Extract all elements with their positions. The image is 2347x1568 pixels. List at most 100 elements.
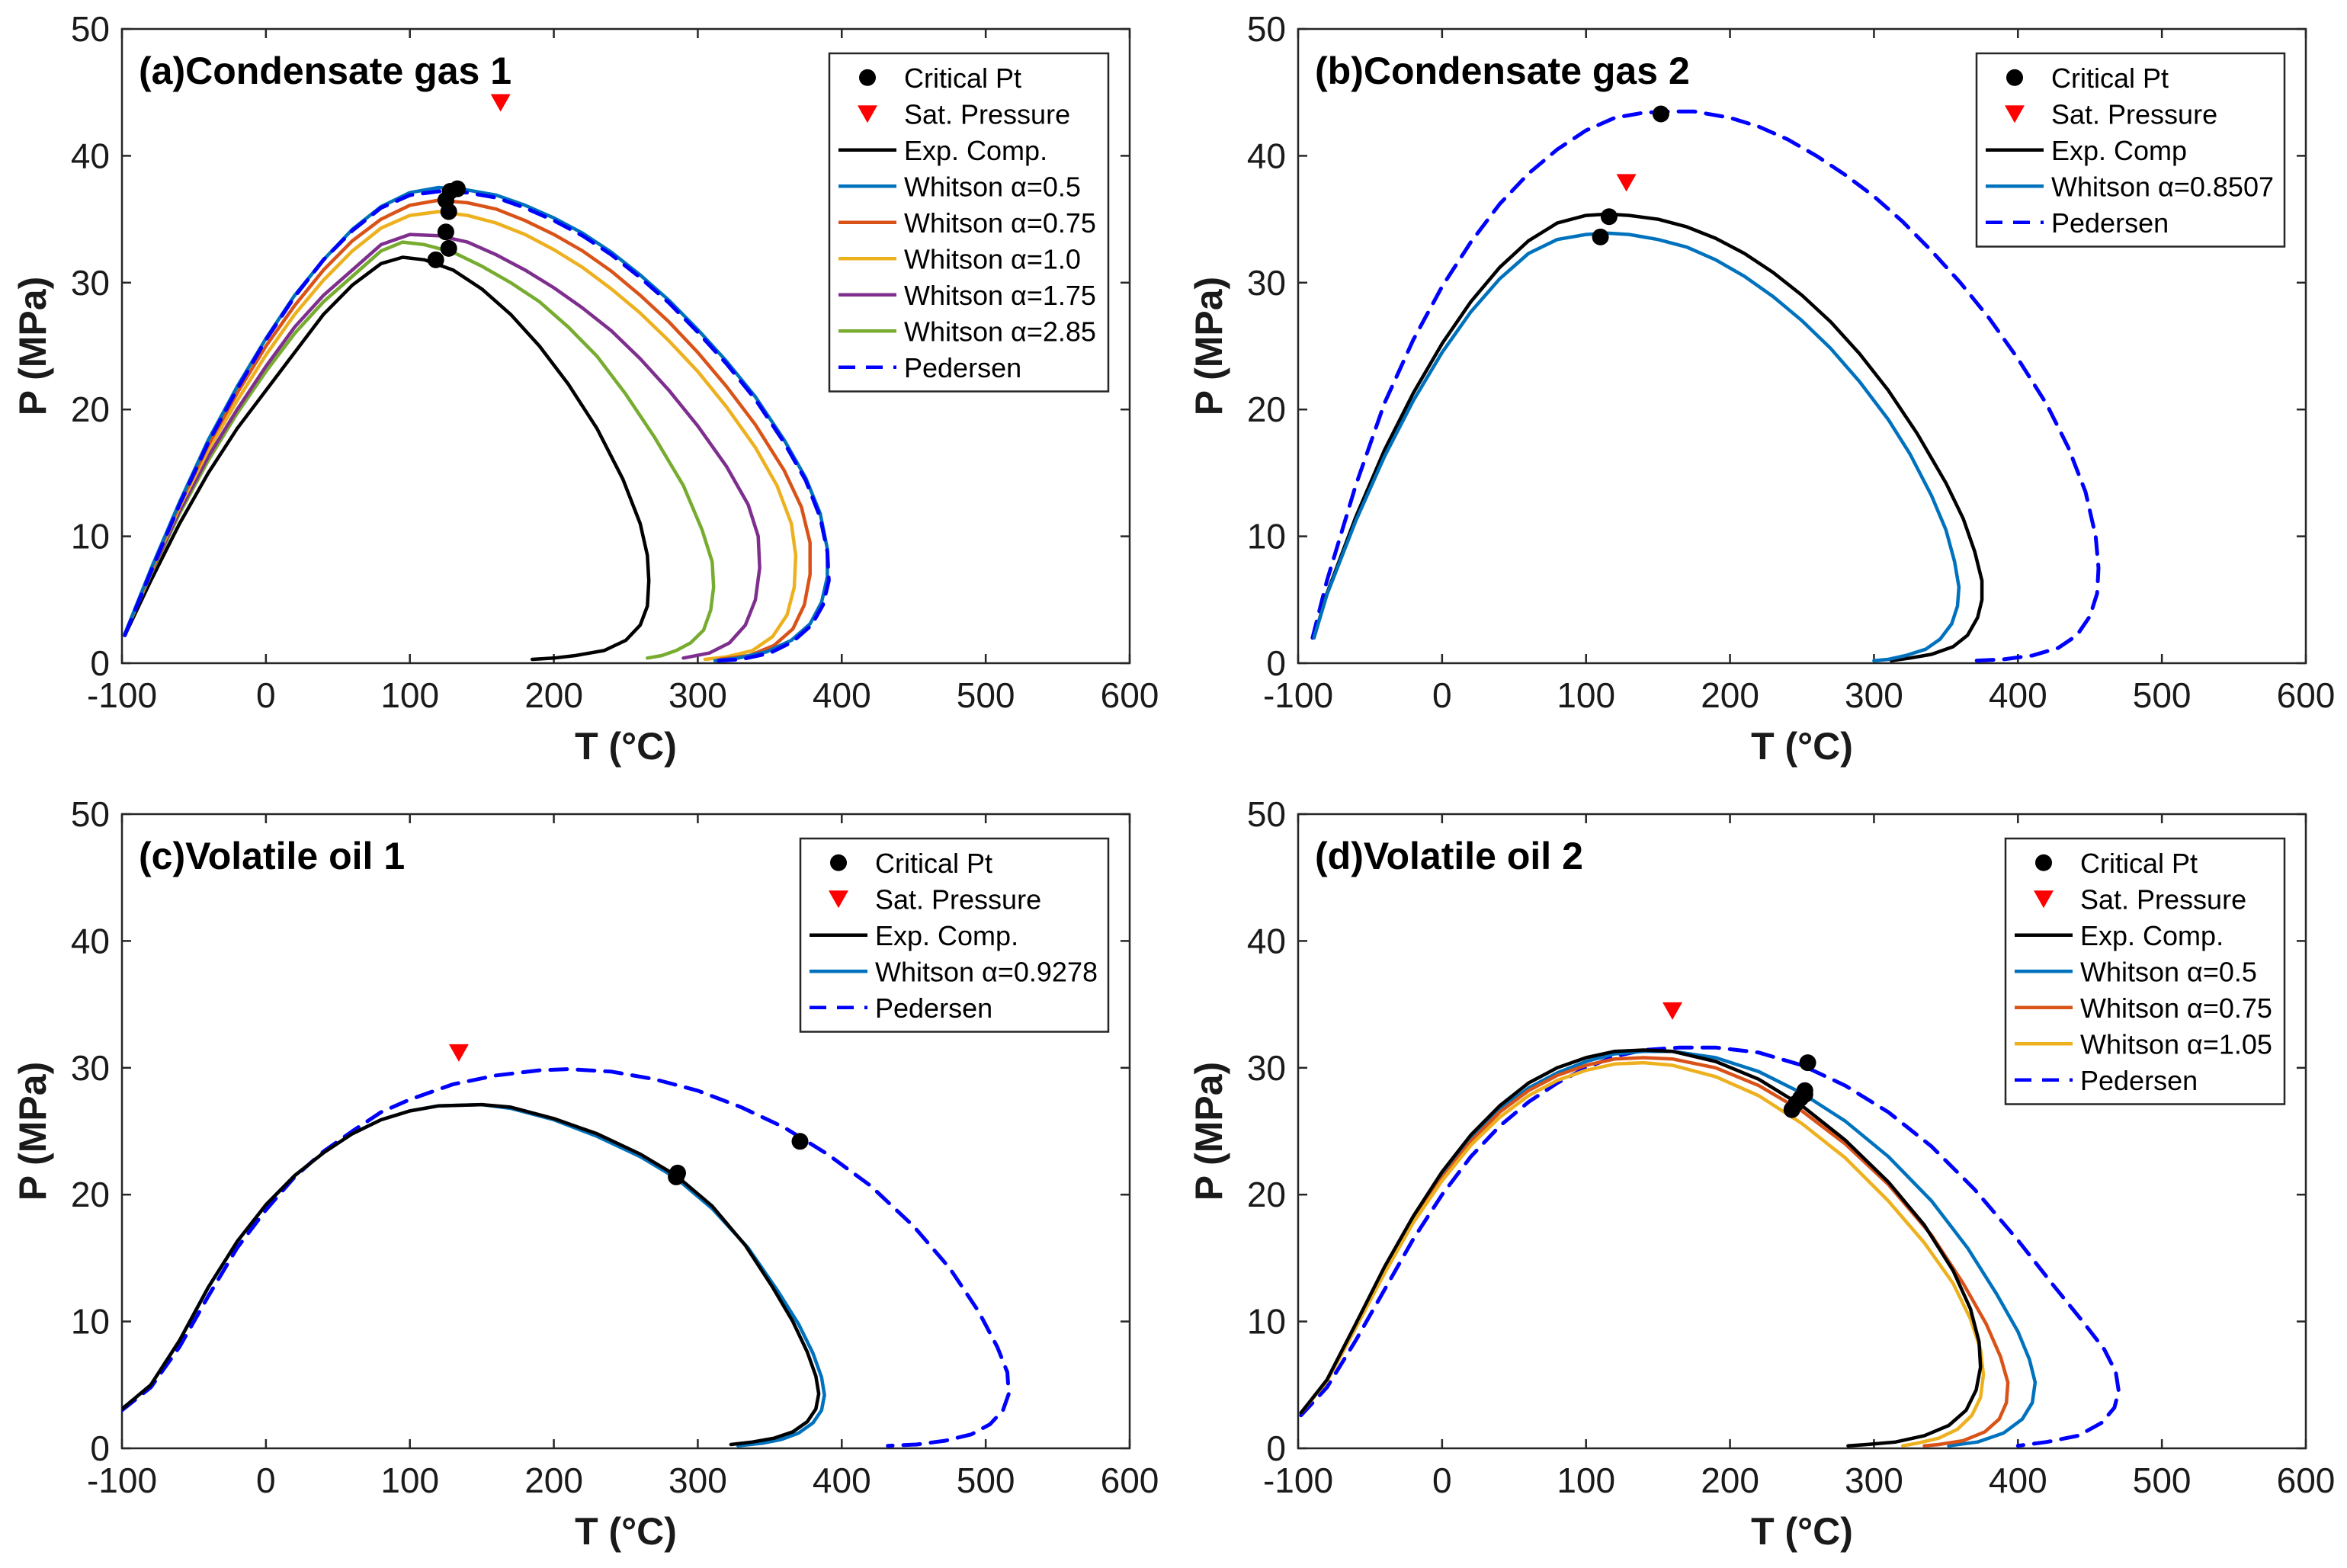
x-tick-label: -100	[1263, 675, 1333, 715]
x-tick-label: 200	[524, 1461, 583, 1500]
y-tick-label: 20	[1247, 390, 1286, 429]
legend-marker-dot	[2035, 854, 2052, 871]
series-line	[1299, 1045, 2121, 1448]
series-line	[122, 1102, 821, 1447]
axes-box	[1297, 813, 2307, 1450]
critical-point	[440, 239, 457, 257]
x-tick-label: 600	[1101, 1461, 1159, 1500]
x-tick-label: 200	[524, 675, 583, 715]
axes-box	[1297, 27, 2307, 665]
sat-pressure-marker	[490, 94, 511, 112]
sat-pressure-marker	[1662, 1002, 1683, 1020]
x-tick-label: 500	[2133, 1461, 2191, 1500]
y-tick-label: 40	[71, 136, 110, 175]
legend-marker-triangle	[858, 105, 877, 123]
series-line	[123, 232, 761, 660]
legend-label: Whitson α=2.85	[904, 316, 1096, 347]
legend-label: Exp. Comp.	[2080, 920, 2224, 951]
y-tick-label: 40	[1247, 136, 1286, 175]
legend-label: Whitson α=0.75	[904, 207, 1096, 239]
legend-label: Sat. Pressure	[2080, 883, 2246, 915]
y-tick-label: 50	[1247, 9, 1286, 49]
critical-point	[449, 180, 467, 197]
axes-box	[120, 813, 1131, 1450]
legend-box	[828, 52, 1110, 393]
legend-label: Pedersen	[904, 352, 1021, 383]
x-tick-label: 300	[1845, 675, 1903, 715]
panel-title: (d)Volatile oil 2	[1315, 835, 1583, 877]
legend-marker-triangle	[2034, 890, 2054, 909]
y-axis-label: P (MPa)	[11, 277, 54, 415]
critical-point	[1652, 105, 1669, 123]
x-axis-label: T (°C)	[1751, 725, 1853, 768]
critical-point	[427, 251, 444, 268]
y-tick-label: 50	[1247, 794, 1286, 834]
series-line	[123, 189, 831, 663]
x-axis-label: T (°C)	[1751, 1510, 1853, 1553]
legend-label: Exp. Comp.	[904, 135, 1047, 166]
legend: Critical Pt Sat. Pressure Exp. Comp. Whitso…	[2004, 837, 2286, 1105]
legend-marker-dot	[830, 854, 847, 871]
y-tick-label: 40	[71, 921, 110, 960]
plot-area	[122, 1067, 1011, 1448]
y-tick-label: 30	[1247, 263, 1286, 303]
legend-label: Critical Pt	[904, 63, 1021, 94]
x-tick-label: 0	[256, 1461, 276, 1500]
y-tick-label: 0	[1266, 1429, 1286, 1468]
plot-area	[1299, 1045, 2121, 1448]
legend-label: Whitson α=0.9278	[875, 956, 1098, 987]
sat-pressure-marker	[1616, 174, 1637, 192]
critical-point	[1796, 1082, 1813, 1099]
x-tick-label: 600	[1101, 675, 1159, 715]
y-tick-label: 10	[1247, 517, 1286, 556]
y-tick-label: 10	[71, 517, 110, 556]
legend-label: Sat. Pressure	[2051, 98, 2217, 130]
legend-label: Critical Pt	[2080, 848, 2198, 879]
y-tick-label: 0	[90, 1429, 110, 1468]
x-tick-label: 100	[380, 1461, 439, 1500]
x-tick-label: 100	[1557, 675, 1615, 715]
legend-label: Pedersen	[2080, 1065, 2198, 1096]
x-tick-label: 600	[2277, 1461, 2336, 1500]
critical-point	[1592, 228, 1609, 245]
x-tick-label: 300	[669, 675, 727, 715]
critical-point	[437, 223, 454, 241]
y-tick-label: 30	[71, 263, 110, 303]
legend-label: Sat. Pressure	[904, 98, 1070, 130]
legend-marker-dot	[2006, 69, 2023, 86]
x-tick-label: 0	[1432, 1461, 1452, 1500]
critical-point	[791, 1133, 809, 1150]
legend-label: Exp. Comp	[2051, 135, 2187, 166]
critical-point	[1600, 208, 1618, 226]
series-line	[1299, 1048, 1983, 1448]
y-tick-label: 30	[71, 1048, 110, 1088]
axes-box	[120, 27, 1131, 665]
y-tick-label: 10	[71, 1302, 110, 1342]
x-tick-label: -100	[87, 675, 157, 715]
series-line	[123, 210, 798, 662]
legend-label: Whitson α=0.5	[904, 171, 1081, 202]
x-tick-label: 500	[957, 1461, 1015, 1500]
x-tick-label: 300	[1845, 1461, 1903, 1500]
series-line	[1310, 109, 2101, 663]
panel-title: (a)Condensate gas 1	[139, 50, 511, 92]
legend: Critical Pt Sat. Pressure Exp. Comp Whitson…	[1975, 52, 2286, 248]
series-line	[1312, 231, 1961, 662]
legend-marker-dot	[859, 69, 876, 86]
y-tick-label: 40	[1247, 921, 1286, 960]
series-line	[123, 185, 829, 662]
legend-label: Whitson α=0.5	[2080, 956, 2257, 987]
legend-marker-triangle	[829, 890, 848, 909]
series-line	[123, 240, 716, 660]
y-tick-label: 30	[1247, 1048, 1286, 1088]
plot-area	[123, 185, 831, 663]
x-tick-label: 200	[1701, 1461, 1759, 1500]
y-tick-label: 50	[71, 794, 110, 834]
legend-label: Sat. Pressure	[875, 883, 1041, 915]
series-line	[123, 198, 812, 662]
y-tick-label: 50	[71, 9, 110, 49]
x-axis-label: T (°C)	[575, 1510, 677, 1553]
legend-label: Pedersen	[875, 992, 992, 1024]
plot-area	[1310, 109, 2101, 663]
legend-label: Whitson α=0.8507	[2051, 171, 2274, 202]
